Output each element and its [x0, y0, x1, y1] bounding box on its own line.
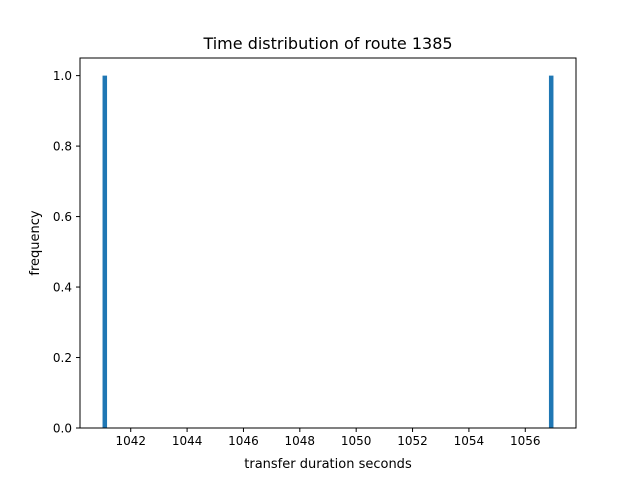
- x-tick-label: 1052: [397, 434, 428, 448]
- plot-area: [102, 75, 554, 428]
- y-axis: 0.0 0.2 0.4 0.6 0.8 1.0: [53, 69, 80, 436]
- x-tick-label: 1050: [341, 434, 372, 448]
- y-tick-label: 0.4: [53, 281, 72, 295]
- y-tick-label: 0.8: [53, 140, 72, 154]
- y-tick-label: 0.2: [53, 351, 72, 365]
- chart-title: Time distribution of route 1385: [202, 34, 452, 53]
- x-tick-label: 1046: [228, 434, 259, 448]
- x-axis: 1042 1044 1046 1048 1050 1052 1054 1056: [115, 428, 541, 448]
- y-tick-label: 1.0: [53, 69, 72, 83]
- x-tick-label: 1056: [510, 434, 541, 448]
- y-axis-label: frequency: [28, 210, 43, 276]
- x-tick-label: 1044: [172, 434, 203, 448]
- x-tick-label: 1048: [285, 434, 316, 448]
- histogram-bar-1: [548, 75, 554, 428]
- y-tick-label: 0.6: [53, 210, 72, 224]
- histogram-bar-0: [102, 75, 108, 428]
- x-tick-label: 1054: [454, 434, 485, 448]
- x-axis-label: transfer duration seconds: [244, 457, 412, 472]
- plot-frame: [79, 57, 577, 429]
- y-tick-label: 0.0: [53, 422, 72, 436]
- x-tick-label: 1042: [115, 434, 146, 448]
